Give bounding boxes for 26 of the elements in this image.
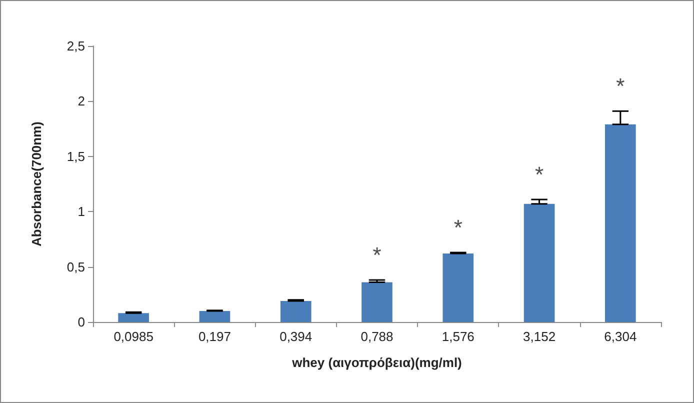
annotation: * xyxy=(454,214,463,240)
x-tick-label: 6,304 xyxy=(604,329,637,344)
y-tick-label: 2 xyxy=(78,94,85,109)
x-axis-title: whey (αιγοπρόβεια)(mg/ml) xyxy=(291,355,462,370)
x-tick-label: 0,197 xyxy=(198,329,231,344)
y-tick-label: 0 xyxy=(78,314,85,330)
y-axis-title: Absorbance(700nm) xyxy=(29,122,44,246)
x-tick-label: 0,0985 xyxy=(114,329,154,344)
bar xyxy=(199,310,230,322)
bar xyxy=(118,313,149,322)
bar xyxy=(524,204,555,322)
y-tick-label: 2,5 xyxy=(66,38,85,54)
annotation: * xyxy=(535,162,544,187)
annotation: * xyxy=(616,74,626,99)
x-tick-label: 0,788 xyxy=(360,329,394,344)
y-tick-label: 1,5 xyxy=(66,148,85,164)
bar xyxy=(605,124,636,322)
bar xyxy=(280,301,312,322)
bar xyxy=(362,282,392,322)
y-tick-label: 0,5 xyxy=(66,259,85,274)
y-tick-label: 1 xyxy=(78,204,85,220)
x-tick-label: 1,576 xyxy=(442,329,474,344)
x-tick-label: 3,152 xyxy=(523,329,556,344)
x-tick-label: 0,394 xyxy=(280,329,312,344)
annotation: * xyxy=(372,242,382,268)
bar xyxy=(442,254,474,322)
